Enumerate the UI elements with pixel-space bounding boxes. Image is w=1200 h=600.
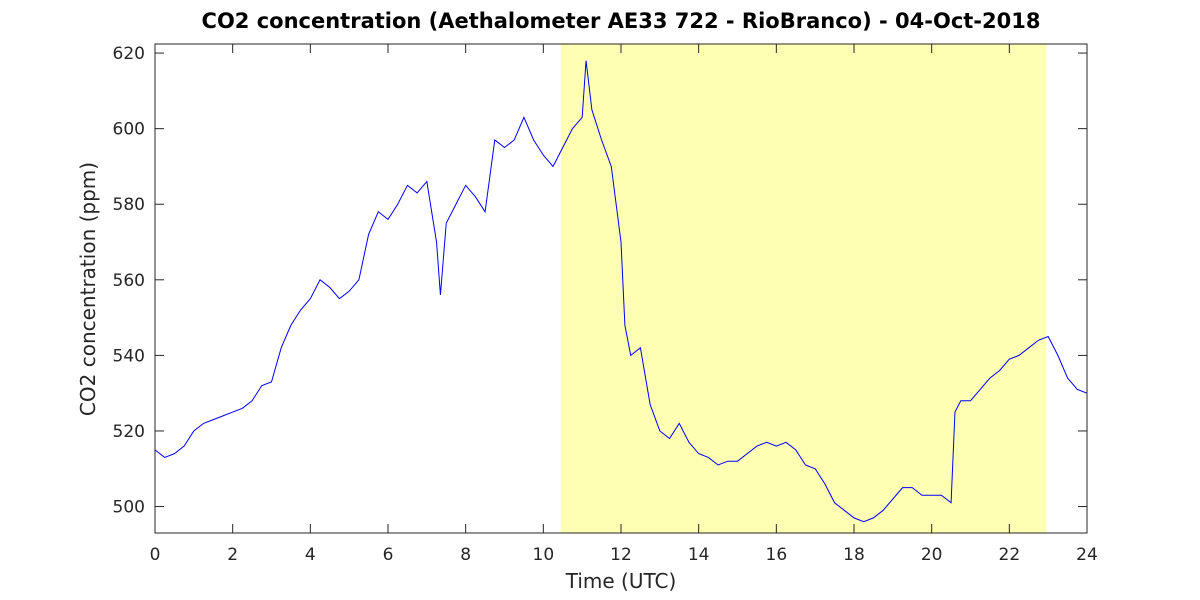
x-tick-label: 24 <box>1076 545 1098 565</box>
x-tick-label: 18 <box>843 545 865 565</box>
y-tick-label: 620 <box>113 44 145 64</box>
y-tick-label: 520 <box>113 422 145 442</box>
x-tick-label: 8 <box>460 545 471 565</box>
x-tick-label: 2 <box>227 545 238 565</box>
x-tick-label: 16 <box>766 545 788 565</box>
x-tick-label: 10 <box>533 545 555 565</box>
y-tick-label: 500 <box>113 498 145 518</box>
y-tick-label: 580 <box>113 195 145 215</box>
y-tick-label: 560 <box>113 271 145 291</box>
x-tick-label: 6 <box>383 545 394 565</box>
x-tick-label: 0 <box>150 545 161 565</box>
x-tick-label: 12 <box>610 545 632 565</box>
x-tick-label: 14 <box>688 545 710 565</box>
y-tick-label: 600 <box>113 120 145 140</box>
x-tick-label: 4 <box>305 545 316 565</box>
x-axis-label: Time (UTC) <box>565 569 677 593</box>
x-tick-label: 20 <box>921 545 943 565</box>
y-tick-label: 540 <box>113 346 145 366</box>
data-line <box>154 60 1088 523</box>
x-tick-label: 22 <box>999 545 1021 565</box>
chart-title: CO2 concentration (Aethalometer AE33 722… <box>202 9 1041 33</box>
highlight-region <box>560 44 1047 533</box>
y-axis-label: CO2 concentration (ppm) <box>76 162 100 416</box>
